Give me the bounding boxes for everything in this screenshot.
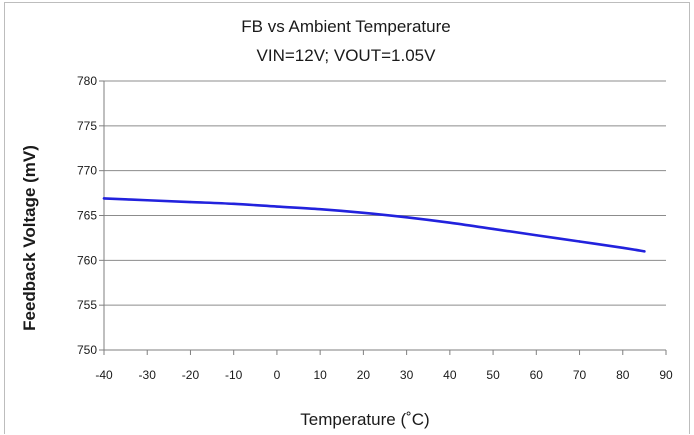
x-tick-label: 70 [573, 368, 587, 382]
line-chart: FB vs Ambient Temperature VIN=12V; VOUT=… [20, 17, 673, 429]
y-tick-labels: 780 775 770 765 760 755 750 [77, 74, 97, 357]
x-tick-label: -10 [225, 368, 243, 382]
x-tick-label: -40 [95, 368, 113, 382]
x-tick-label: -20 [182, 368, 200, 382]
x-tick-label: 80 [616, 368, 630, 382]
data-point [491, 227, 495, 231]
x-tick-labels: -40 -30 -20 -10 0 10 20 30 40 50 60 70 80 90 [95, 368, 673, 382]
data-point [405, 216, 408, 219]
y-tick-label: 765 [77, 209, 97, 223]
x-tick-label: 20 [357, 368, 371, 382]
x-tick-label: -30 [139, 368, 157, 382]
data-point [275, 205, 279, 208]
x-tick-label: 0 [274, 368, 281, 382]
data-point [448, 221, 452, 224]
data-point [189, 200, 192, 204]
data-point [146, 199, 149, 202]
x-tick-label: 90 [659, 368, 673, 382]
data-point [102, 197, 106, 200]
y-tick-label: 770 [77, 164, 97, 178]
y-tick-label: 775 [77, 119, 97, 133]
x-tick-label: 50 [486, 368, 500, 382]
series-line [102, 197, 646, 253]
x-tick-label: 30 [400, 368, 414, 382]
y-tick-label: 750 [77, 343, 97, 357]
y-tick-label: 755 [77, 298, 97, 312]
data-point [621, 246, 624, 249]
x-axis-title: Temperature (˚C) [300, 410, 429, 429]
gridlines [99, 80, 667, 355]
y-tick-label: 760 [77, 253, 97, 267]
data-point [535, 234, 538, 237]
y-tick-label: 780 [77, 74, 97, 88]
chart-subtitle: VIN=12V; VOUT=1.05V [257, 46, 437, 65]
data-point [232, 202, 235, 206]
data-point [362, 211, 365, 215]
data-point [578, 240, 581, 243]
chart-title: FB vs Ambient Temperature [241, 17, 450, 36]
series-lines [102, 197, 646, 253]
y-axis-title: Feedback Voltage (mV) [20, 145, 39, 331]
data-point [643, 250, 646, 253]
x-tick-label: 10 [313, 368, 327, 382]
x-tick-label: 40 [443, 368, 457, 382]
x-tick-label: 60 [530, 368, 544, 382]
data-point [318, 208, 322, 211]
chart-frame: FB vs Ambient Temperature VIN=12V; VOUT=… [4, 2, 690, 434]
